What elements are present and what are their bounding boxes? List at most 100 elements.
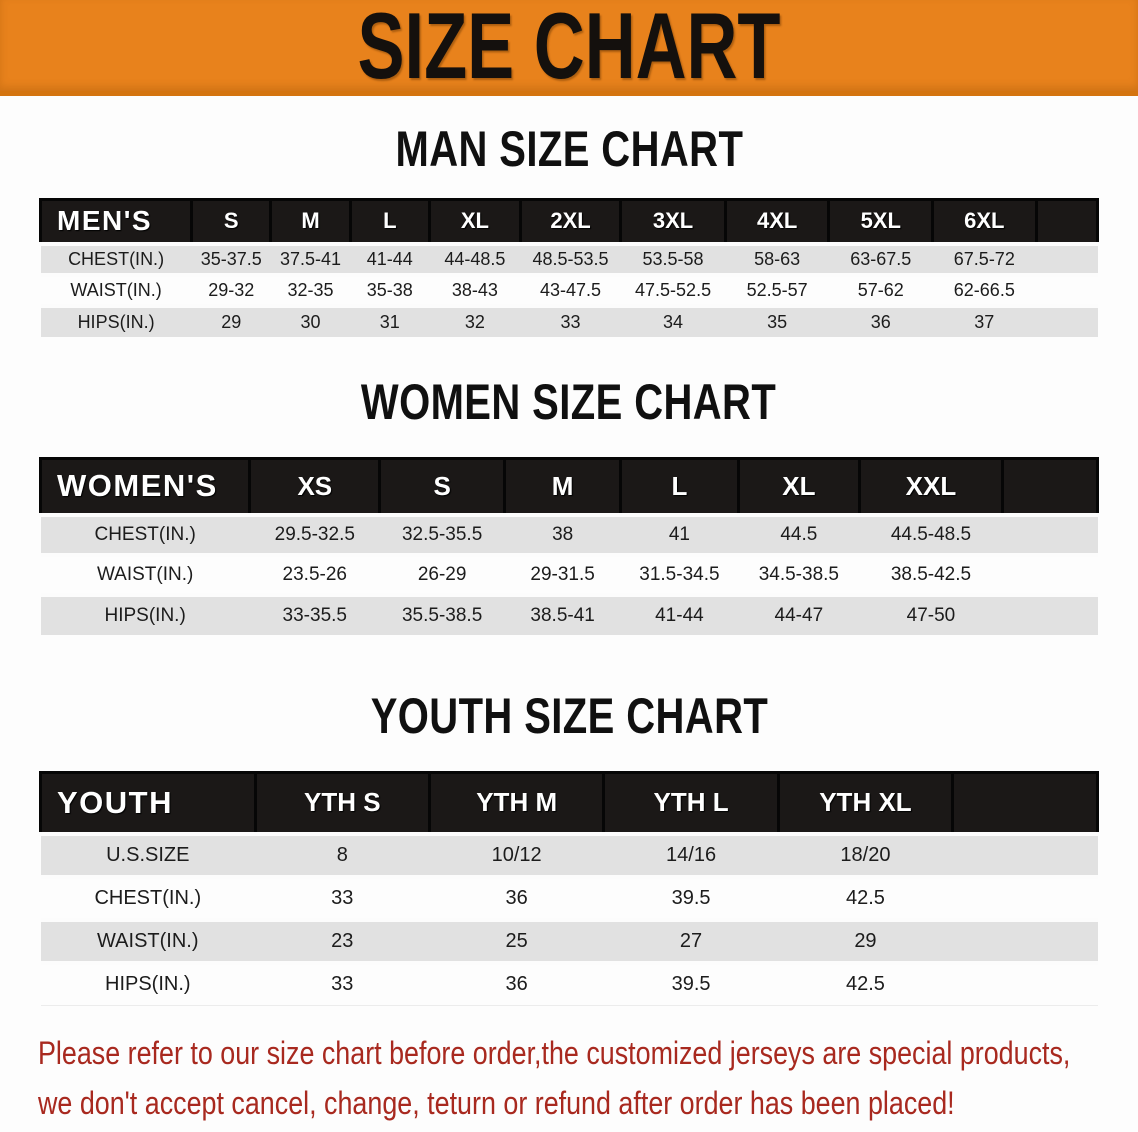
size-value-cell: 25 <box>429 917 604 963</box>
men-size-table: MEN'S S M L XL 2XL 3XL 4XL 5XL 6XL CHEST(IN.) 35-37… <box>38 198 1100 337</box>
table-group-label: WOMEN'S <box>38 456 252 517</box>
size-column-header: YTH L <box>602 771 780 835</box>
size-value-cell: 33 <box>255 960 430 1006</box>
size-value-cell: 38.5-41 <box>504 593 621 635</box>
size-value-cell: 52.5-57 <box>725 272 829 306</box>
size-column-header: XS <box>248 456 382 517</box>
size-value-cell: 63-67.5 <box>828 241 933 275</box>
man-size-section: MAN SIZE CHART MEN'S S M L XL 2XL 3XL 4XL 5XL 6XL… <box>0 96 1138 337</box>
size-value-cell: 44-48.5 <box>429 241 521 275</box>
measurement-row-label: U.S.SIZE <box>40 831 256 877</box>
size-column-header: S <box>190 198 273 245</box>
table-group-label: YOUTH <box>39 771 257 835</box>
size-column-header: YTH S <box>253 771 431 835</box>
row-filler <box>952 960 1098 1006</box>
size-column-header: XL <box>736 456 862 517</box>
size-table-header-row: MEN'S S M L XL 2XL 3XL 4XL 5XL 6XL <box>38 198 1100 245</box>
size-column-header: L <box>619 456 740 517</box>
row-filler <box>1036 241 1098 275</box>
header-filler <box>1034 198 1100 245</box>
size-value-cell: 29.5-32.5 <box>249 513 380 555</box>
row-filler <box>1036 272 1098 306</box>
size-column-header: XL <box>427 198 522 245</box>
size-value-cell: 33 <box>520 303 621 337</box>
size-table-row: HIPS(IN.) 33-35.5 35.5-38.5 38.5-41 41-44 44-… <box>40 593 1098 635</box>
size-table-row: CHEST(IN.) 29.5-32.5 32.5-35.5 38 41 44.5 44.5… <box>40 513 1098 555</box>
size-value-cell: 34 <box>620 303 726 337</box>
measurement-row-label: WAIST(IN.) <box>40 553 250 596</box>
size-value-cell: 18/20 <box>778 831 953 877</box>
youth-size-chart-title-text: YOUTH SIZE CHART <box>370 688 768 744</box>
row-filler <box>1002 513 1098 555</box>
size-value-cell: 30 <box>270 303 351 337</box>
size-column-header: 2XL <box>518 198 623 245</box>
size-column-header: YTH XL <box>776 771 955 835</box>
size-column-header: 4XL <box>723 198 831 245</box>
size-value-cell: 39.5 <box>603 960 779 1006</box>
size-table-row: HIPS(IN.) 33 36 39.5 42.5 <box>40 960 1098 1006</box>
table-group-label: MEN'S <box>38 198 194 245</box>
size-value-cell: 41-44 <box>620 593 739 635</box>
size-value-cell: 35 <box>725 303 829 337</box>
size-value-cell: 34.5-38.5 <box>738 553 860 596</box>
size-value-cell: 42.5 <box>778 960 953 1006</box>
man-size-chart-title: MAN SIZE CHART <box>0 96 1138 198</box>
size-value-cell: 10/12 <box>429 831 604 877</box>
size-value-cell: 35-38 <box>350 272 430 306</box>
size-value-cell: 53.5-58 <box>620 241 726 275</box>
size-value-cell: 47.5-52.5 <box>620 272 726 306</box>
size-table-row: U.S.SIZE 8 10/12 14/16 18/20 <box>40 831 1098 877</box>
size-value-cell: 44.5 <box>738 513 860 555</box>
size-value-cell: 38.5-42.5 <box>859 553 1003 596</box>
size-value-cell: 47-50 <box>859 593 1003 635</box>
size-column-header: XXL <box>858 456 1004 517</box>
size-value-cell: 26-29 <box>379 553 505 596</box>
size-value-cell: 29-32 <box>191 272 271 306</box>
size-value-cell: 44.5-48.5 <box>859 513 1003 555</box>
size-value-cell: 39.5 <box>603 874 779 920</box>
size-value-cell: 31.5-34.5 <box>620 553 739 596</box>
banner-title: SIZE CHART <box>357 0 781 98</box>
size-value-cell: 57-62 <box>828 272 933 306</box>
size-table-row: CHEST(IN.) 35-37.5 37.5-41 41-44 44-48.5 48.5… <box>40 241 1098 275</box>
size-value-cell: 31 <box>350 303 430 337</box>
header-filler <box>1000 456 1100 517</box>
size-value-cell: 32-35 <box>270 272 351 306</box>
women-size-section: WOMEN SIZE CHART WOMEN'S XS S M L XL XXL CHEST(… <box>0 337 1138 635</box>
size-column-header: 5XL <box>827 198 935 245</box>
size-chart-body: MAN SIZE CHART MEN'S S M L XL 2XL 3XL 4XL 5XL 6XL… <box>0 96 1138 1128</box>
size-value-cell: 62-66.5 <box>932 272 1037 306</box>
size-column-header: M <box>502 456 623 517</box>
size-value-cell: 27 <box>603 917 779 963</box>
row-filler <box>1002 593 1098 635</box>
size-value-cell: 38-43 <box>429 272 521 306</box>
measurement-row-label: HIPS(IN.) <box>40 960 256 1006</box>
youth-size-section: YOUTH SIZE CHART YOUTH YTH S YTH M YTH L YTH… <box>0 635 1138 1006</box>
size-value-cell: 32 <box>429 303 521 337</box>
size-chart-banner: SIZE CHART <box>0 0 1138 96</box>
size-value-cell: 41 <box>620 513 739 555</box>
women-size-chart-title-text: WOMEN SIZE CHART <box>361 373 777 430</box>
row-filler <box>952 917 1098 963</box>
size-column-header: S <box>378 456 506 517</box>
size-value-cell: 8 <box>255 831 430 877</box>
size-value-cell: 32.5-35.5 <box>379 513 505 555</box>
size-value-cell: 36 <box>828 303 933 337</box>
size-value-cell: 35.5-38.5 <box>379 593 505 635</box>
row-filler <box>952 874 1098 920</box>
disclaimer-line-2: we don't accept cancel, change, teturn o… <box>38 1085 955 1121</box>
row-filler <box>1002 553 1098 596</box>
youth-size-chart-title: YOUTH SIZE CHART <box>0 635 1138 771</box>
size-value-cell: 43-47.5 <box>520 272 621 306</box>
measurement-row-label: HIPS(IN.) <box>40 303 192 337</box>
size-column-header: M <box>269 198 352 245</box>
disclaimer-line-1: Please refer to our size chart before or… <box>38 1035 1071 1071</box>
size-value-cell: 38 <box>504 513 621 555</box>
size-value-cell: 36 <box>429 960 604 1006</box>
size-column-header: YTH M <box>427 771 606 835</box>
size-value-cell: 48.5-53.5 <box>520 241 621 275</box>
row-filler <box>952 831 1098 877</box>
disclaimer-note: Please refer to our size chart before or… <box>0 1028 1138 1128</box>
row-filler <box>1036 303 1098 337</box>
women-size-table: WOMEN'S XS S M L XL XXL CHEST(IN.) 29.5-32.5 32.5… <box>38 456 1100 635</box>
